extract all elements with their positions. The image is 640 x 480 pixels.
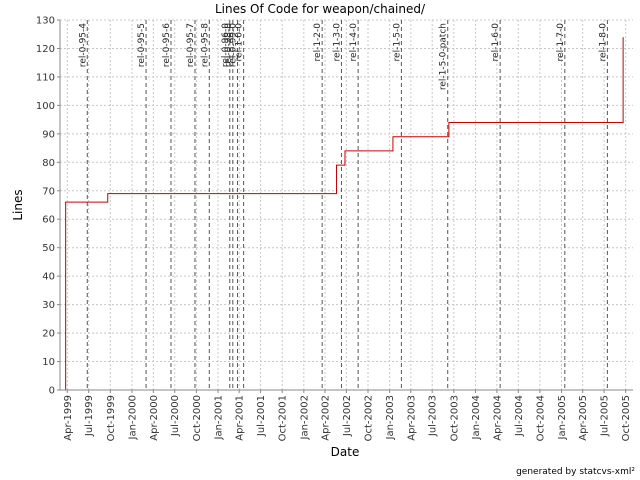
y-tick-label: 0 [49,386,55,397]
generator-footer: generated by statcvs-xml² [516,467,635,477]
y-axis-label: Lines [11,189,25,220]
release-marker-label: rel-1-4-0 [349,23,359,62]
x-tick-label: Jan-2003 [385,395,396,440]
release-marker-label: rel-0-98-0 [224,23,234,67]
x-tick-label: Jan-2000 [127,395,138,440]
x-tick-label: Oct-2002 [364,395,375,441]
x-tick-label: Apr-2000 [149,395,160,441]
release-marker-label: rel-0-95-4 [78,23,88,67]
y-tick-label: 110 [36,72,55,83]
release-markers: rel-0-95-4 rel-0-95-5 rel-0-95-6 rel-0-95-7… [78,20,608,390]
x-tick-label: Apr-2002 [320,395,331,441]
release-marker-label: rel-0-95-7 [186,23,196,67]
y-axis-ticks: 0 10 20 30 40 50 60 70 80 90 100 110 120 130 [36,16,60,397]
y-tick-label: 130 [36,16,55,27]
release-marker-label: rel-1-0-0 [235,23,245,62]
y-tick-label: 60 [42,215,55,226]
x-tick-label: Oct-2001 [278,395,289,441]
release-marker-label: rel-0-95-8 [200,23,210,67]
x-tick-label: Jan-2005 [557,395,568,440]
y-tick-label: 90 [42,129,55,140]
loc-series-line [65,37,624,390]
y-tick-label: 120 [36,44,55,55]
x-axis-ticks: Apr-1999 Jul-1999 Oct-1999 Jan-2000 Apr-2000… [63,390,632,441]
x-tick-label: Apr-1999 [63,395,74,441]
x-tick-label: Oct-1999 [106,395,117,441]
x-tick-label: Oct-2000 [192,395,203,441]
release-marker-label: rel-1-5-0 [392,23,402,62]
release-marker-label: rel-1-6-0 [491,23,501,62]
release-marker-label: rel-1-3-0 [332,23,342,62]
y-tick-label: 40 [42,272,55,283]
x-tick-label: Oct-2004 [535,395,546,441]
x-tick-label: Jul-2005 [600,395,611,437]
y-tick-label: 10 [42,357,55,368]
x-tick-label: Jul-2000 [170,395,181,437]
release-marker-label: rel-0-95-5 [137,23,147,67]
x-tick-label: Jul-2002 [342,395,353,437]
x-axis-label: Date [331,445,360,459]
y-tick-label: 30 [42,300,55,311]
release-marker-label: rel-0-95-6 [162,23,172,67]
x-tick-label: Jan-2004 [471,395,482,440]
x-tick-label: Jul-2001 [256,395,267,437]
y-tick-label: 20 [42,329,55,340]
x-tick-label: Apr-2004 [492,395,503,441]
chart-title: Lines Of Code for weapon/chained/ [215,2,426,16]
x-tick-label: Apr-2001 [235,395,246,441]
release-marker-label: rel-0-99-0 [229,23,239,67]
series-lines [65,37,624,390]
release-marker-label: rel-1-5-0-patch [439,23,449,90]
release-marker-label: rel-1-7-0 [556,23,566,62]
y-tick-label: 80 [42,158,55,169]
release-marker-label: rel-1-2-0 [313,23,323,62]
gridlines [60,19,633,391]
y-tick-label: 100 [36,101,55,112]
x-tick-label: Jul-2003 [428,395,439,437]
x-tick-label: Oct-2005 [621,395,632,441]
x-tick-label: Jan-2002 [299,395,310,440]
x-tick-label: Jan-2001 [214,395,225,440]
y-tick-label: 50 [42,243,55,254]
x-tick-label: Apr-2005 [578,395,589,441]
y-tick-label: 70 [42,186,55,197]
x-tick-label: Jul-1999 [84,395,95,437]
plot-area: rel-0-95-4 rel-0-95-5 rel-0-95-6 rel-0-95-7… [59,19,633,391]
x-tick-label: Apr-2003 [406,395,417,441]
x-tick-label: Oct-2003 [449,395,460,441]
release-marker-label: rel-0-96-0 [221,23,231,67]
x-tick-label: Jul-2004 [514,395,525,437]
release-marker-label: rel-1-8-0 [598,23,608,62]
